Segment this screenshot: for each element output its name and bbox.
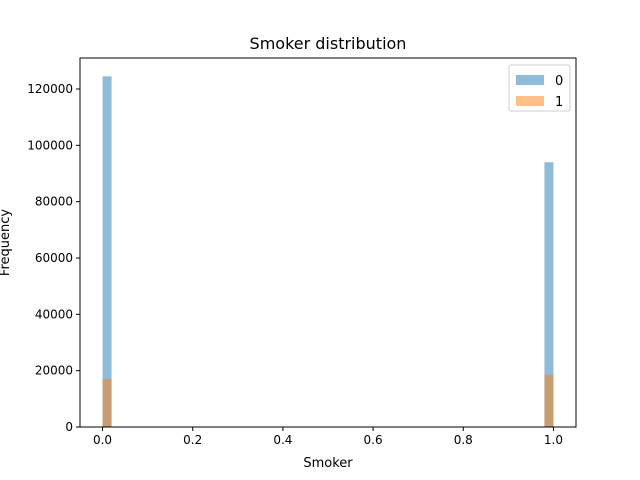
bar-series-1-1 <box>544 374 554 427</box>
legend-swatch-0 <box>516 75 544 85</box>
y-tick-label: 20000 <box>35 364 73 378</box>
bar-series-1-0 <box>102 379 112 427</box>
bars-layer <box>102 76 554 428</box>
axes-layer: 0.0 0.2 0.4 0.6 0.8 1.0 0 20000 40000 60000 80000 1… <box>27 57 577 447</box>
plot-frame <box>79 57 577 428</box>
chart-title: Smoker distribution <box>250 34 407 53</box>
y-tick-label: 40000 <box>35 307 73 321</box>
x-tick-label: 0.6 <box>364 433 383 447</box>
legend-label-1: 1 <box>555 95 563 110</box>
y-tick-label: 60000 <box>35 251 73 265</box>
legend-label-0: 0 <box>555 74 563 89</box>
x-tick-label: 1.0 <box>544 433 563 447</box>
y-tick-label: 0 <box>65 420 73 434</box>
bar-series-0-1 <box>544 162 554 427</box>
y-tick-label: 120000 <box>27 82 73 96</box>
x-axis-label: Smoker <box>303 456 353 471</box>
x-tick-label: 0.0 <box>93 433 112 447</box>
y-axis-label: Frequency <box>0 209 13 276</box>
y-tick-label: 100000 <box>27 138 73 152</box>
legend-swatch-1 <box>516 96 544 106</box>
x-tick-label: 0.2 <box>183 433 202 447</box>
y-tick-label: 80000 <box>35 195 73 209</box>
x-tick-label: 0.4 <box>273 433 292 447</box>
legend: 01 <box>508 64 571 112</box>
bar-series-0-0 <box>102 76 112 428</box>
x-tick-label: 0.8 <box>454 433 473 447</box>
